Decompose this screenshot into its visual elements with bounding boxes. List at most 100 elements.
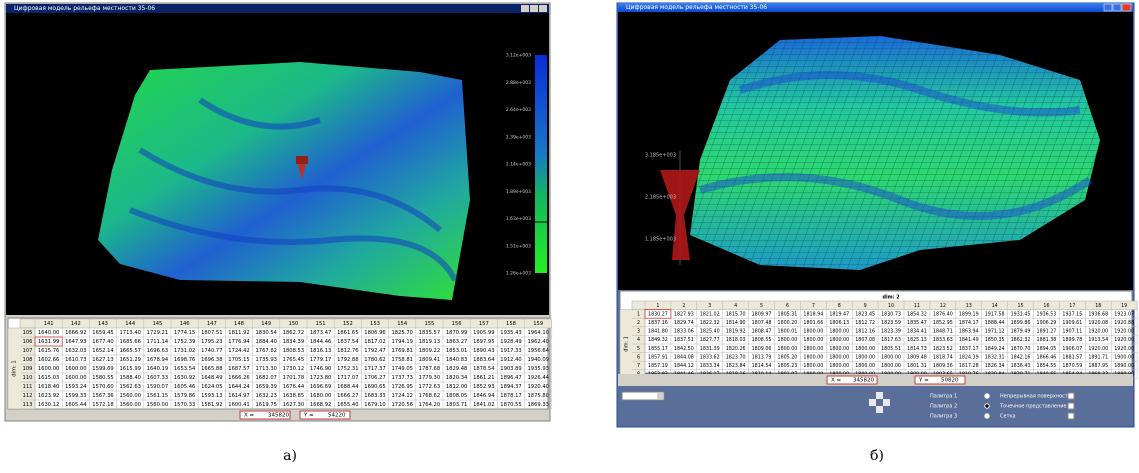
table-cell: 1920.40 [527, 384, 548, 390]
table-cell: 1823.39 [881, 329, 901, 335]
table-cell: 1894.05 [1037, 346, 1057, 352]
dim-column-label: dim: 2 [883, 295, 900, 301]
table-cell: 1655.40 [337, 402, 358, 408]
table-cell: 1899.19 [959, 311, 979, 317]
table-cell: 1920.00 [1088, 346, 1108, 352]
table-cell: 1835.47 [907, 320, 927, 326]
maximize-button[interactable] [1113, 4, 1121, 11]
table-cell: 1832.31 [985, 354, 1005, 360]
figure: Цифровая модель рельефа местности 35-06 … [0, 0, 1139, 469]
column-header: 12 [940, 303, 946, 309]
table-cell: 1624.05 [201, 384, 222, 390]
table-cell: 1891.71 [1088, 354, 1108, 360]
palette-radio[interactable] [985, 394, 989, 398]
table-cell: 1841.02 [473, 402, 494, 408]
mode-label: Непрерывная поверхность [1000, 394, 1071, 400]
table-cell: 1623.92 [38, 393, 59, 399]
color-bar-label: 1.51e+003 [506, 243, 531, 249]
table-cell: 1923.07 [1114, 311, 1134, 317]
table-cell: 1812.76 [337, 348, 358, 354]
minimize-button[interactable] [1104, 4, 1112, 11]
table-cell: 1808.53 [283, 348, 304, 354]
table-cell: 1964.10 [527, 330, 548, 336]
table-cell: 1729.21 [147, 330, 168, 336]
table-cell: 1717.07 [337, 375, 358, 381]
table-cell: 1769.81 [391, 348, 412, 354]
table-cell: 1590.07 [147, 384, 168, 390]
column-header: 150 [288, 321, 298, 327]
table-cell: 1630.12 [38, 402, 59, 408]
table-cell: 1920.00 [1114, 329, 1134, 335]
maximize-button[interactable] [530, 5, 538, 12]
mode-checkbox[interactable] [1068, 413, 1074, 419]
table-cell: 1807.08 [855, 337, 875, 343]
table-cell: 1825.13 [907, 337, 927, 343]
table-cell: 1666.27 [337, 393, 358, 399]
minimize-button[interactable] [521, 5, 529, 12]
table-cell: 1835.57 [419, 330, 440, 336]
table-cell: 1821.02 [700, 311, 720, 317]
column-header: 145 [152, 321, 162, 327]
table-cell: 1881.57 [1062, 354, 1082, 360]
table-cell: 1678.94 [147, 357, 169, 363]
table-cell: 1740.77 [201, 348, 222, 354]
table-cell: 1830.73 [881, 311, 901, 317]
table-cell: 1570.33 [174, 402, 195, 408]
row-header: 5 [637, 346, 640, 352]
table-cell: 1724.42 [228, 348, 249, 354]
table-cell: 1920.00 [1088, 329, 1108, 335]
table-cell: 1659.45 [92, 330, 113, 336]
table-cell: 1807.51 [201, 330, 222, 336]
table-cell: 1730.12 [283, 366, 304, 372]
table-cell: 1696.63 [147, 348, 168, 354]
palette-radio[interactable] [985, 404, 989, 408]
table-cell: 1599.69 [92, 366, 113, 372]
table-cell: 1823.70 [726, 354, 746, 360]
row-header: 113 [23, 402, 33, 408]
table-cell: 1809.97 [752, 311, 772, 317]
table-cell: 1926.44 [527, 375, 549, 381]
close-button[interactable] [1122, 4, 1131, 11]
table-cell: 1779.17 [310, 357, 331, 363]
nav-left[interactable] [869, 399, 876, 406]
dropdown-button[interactable] [657, 393, 663, 399]
status-y-label: Y = [303, 413, 314, 419]
table-cell: 1726.95 [391, 384, 412, 390]
table-cell: 1615.03 [38, 375, 59, 381]
table-cell: 1567.36 [92, 393, 113, 399]
table-cell: 1615.76 [38, 348, 59, 354]
table-cell: 1833.63 [933, 337, 953, 343]
table-cell: 1863.94 [959, 329, 979, 335]
table-cell: 1581.92 [201, 402, 222, 408]
table-cell: 1887.95 [1088, 363, 1108, 369]
table-cell: 1800.00 [778, 346, 798, 352]
nav-up[interactable] [876, 392, 883, 399]
nav-down[interactable] [876, 406, 883, 413]
table-cell: 1812.72 [855, 320, 875, 326]
status-x-label: X = [244, 413, 255, 419]
mode-checkbox[interactable] [1068, 393, 1074, 399]
table-cell: 1680.00 [310, 393, 331, 399]
table-cell: 1803.71 [446, 402, 467, 408]
table-cell: 1824.39 [959, 354, 979, 360]
table-cell: 1861.21 [473, 375, 494, 381]
column-header: 8 [838, 303, 841, 309]
table-cell: 1907.11 [1062, 329, 1082, 335]
color-bar-label: 1.63e+003 [506, 216, 531, 222]
close-button[interactable] [539, 5, 547, 12]
table-cell: 1814.90 [726, 320, 746, 326]
table-cell: 1866.46 [1037, 354, 1057, 360]
color-bar-label: 1.89e+003 [506, 189, 531, 195]
mode-checkbox[interactable] [1068, 403, 1074, 409]
palette-radio[interactable] [985, 414, 989, 418]
column-header: 146 [180, 321, 190, 327]
table-cell: 1593.24 [65, 384, 87, 390]
table-cell: 1878.17 [500, 393, 521, 399]
nav-right[interactable] [883, 399, 890, 406]
table-cell: 1632.23 [255, 393, 276, 399]
table-cell: 1800.01 [778, 329, 798, 335]
table-cell: 1917.33 [500, 348, 521, 354]
table-cell: 1800.00 [778, 337, 798, 343]
table-cell: 1806.96 [364, 330, 385, 336]
column-header: 14 [992, 303, 998, 309]
